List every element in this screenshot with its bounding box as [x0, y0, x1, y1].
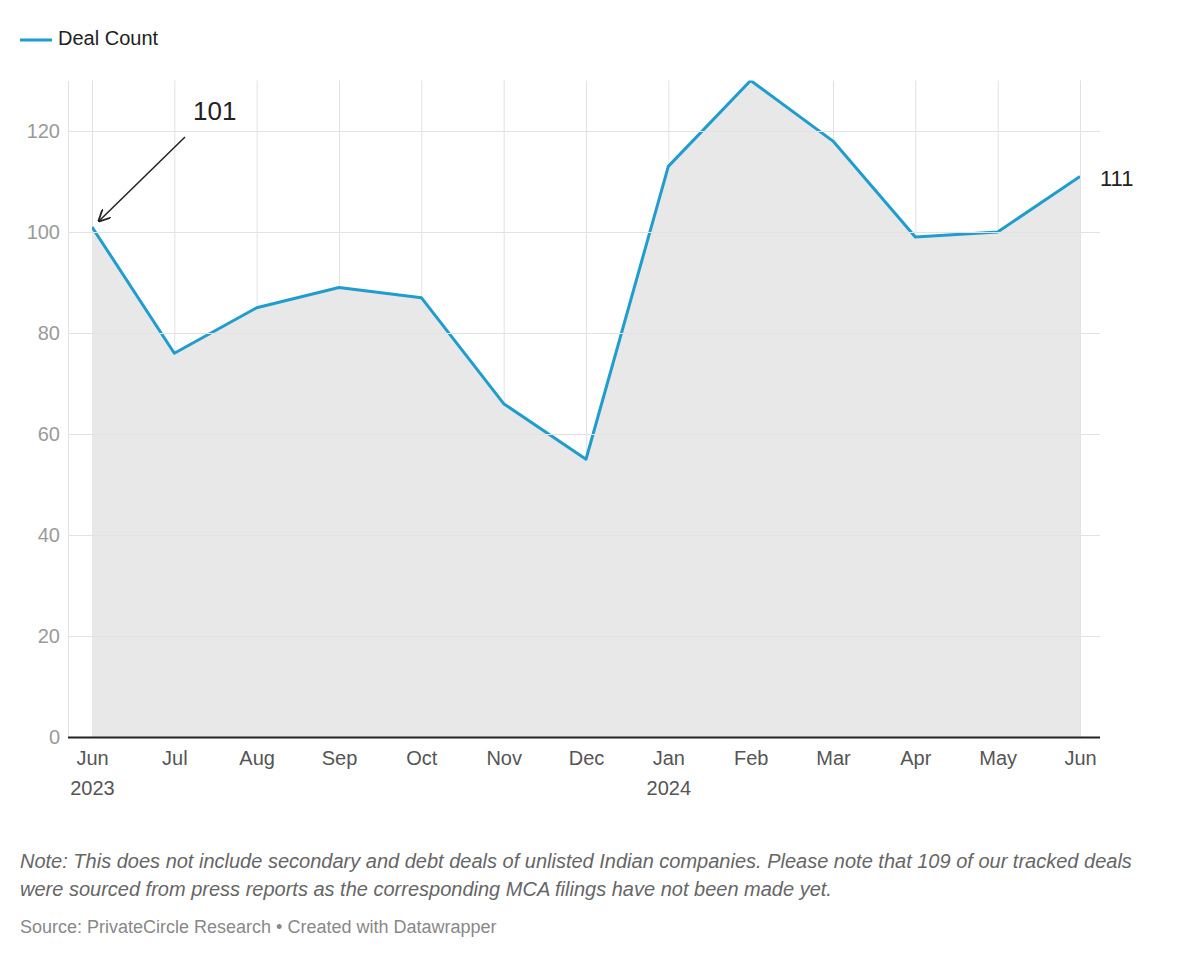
x-tick-label-part: Jan	[653, 747, 685, 769]
x-tick-label: Oct	[406, 747, 438, 769]
x-tick-label: Aug	[239, 747, 275, 769]
area	[92, 81, 1080, 738]
y-grid-line	[68, 333, 1100, 334]
x-tick-label-part: 2023	[70, 777, 115, 799]
y-grid-line	[68, 434, 1100, 435]
x-tick-label-part: Mar	[816, 747, 851, 769]
y-tick: 120	[27, 120, 1100, 142]
y-tick-label: 80	[38, 322, 60, 344]
x-tick-label: Sep	[322, 747, 358, 769]
x-tick-label-part: Jun	[1064, 747, 1096, 769]
x-tick-label-part: 2024	[647, 777, 692, 799]
x-axis: Jun 2023 Jul Aug Sep Oct Nov Dec Jan 2024 Feb Mar Ap…	[70, 81, 1096, 800]
x-tick-label: May	[979, 747, 1017, 769]
x-tick-label: Jan 2024	[647, 747, 692, 799]
annotation: 101	[193, 96, 236, 126]
y-axis-line	[68, 81, 69, 738]
y-tick-label: 100	[27, 221, 60, 243]
x-tick-label: Feb	[734, 747, 768, 769]
x-tick-label-part: Oct	[406, 747, 438, 769]
x-tick-label: Apr	[900, 747, 931, 769]
x-tick-label-part: Nov	[486, 747, 522, 769]
x-tick-label: Jul	[162, 747, 188, 769]
line	[92, 81, 1080, 460]
legend: Deal Count	[20, 27, 159, 49]
x-tick-label: Jun 2023	[70, 747, 115, 799]
x-tick-label: Nov	[486, 747, 522, 769]
x-tick-label-part: May	[979, 747, 1017, 769]
y-tick-label: 60	[38, 423, 60, 445]
y-grid-line	[68, 737, 1100, 739]
note-line: were sourced from press reports as the c…	[20, 878, 832, 900]
annotation: 111	[1100, 166, 1133, 191]
plot-area	[92, 81, 1080, 738]
x-tick-label: Mar	[816, 747, 851, 769]
y-tick-label: 20	[38, 625, 60, 647]
x-tick-label-part: Aug	[239, 747, 275, 769]
y-tick-label: 0	[49, 726, 60, 748]
y-tick: 80	[38, 322, 1100, 344]
legend-swatch	[20, 39, 52, 42]
note-line: Note: This does not include secondary an…	[20, 850, 1132, 872]
x-grid-line	[1080, 81, 1081, 738]
y-tick: 40	[38, 524, 1100, 546]
y-tick: 20	[38, 625, 1100, 647]
y-axis: 120 100 80 60 40 20 0	[27, 81, 1100, 748]
x-tick-label-part: Jul	[162, 747, 188, 769]
annotations: 101 111	[99, 96, 1133, 221]
annotation-arrow	[99, 137, 185, 221]
x-tick-label-part: Dec	[569, 747, 605, 769]
y-tick: 100	[27, 221, 1100, 243]
y-grid-line	[68, 131, 1100, 132]
x-tick-label-part: Apr	[900, 747, 931, 769]
y-grid-line	[68, 535, 1100, 536]
x-tick-label-part: Jun	[76, 747, 108, 769]
x-tick-label: Jun	[1064, 747, 1096, 769]
source: Source: PrivateCircle Research • Created…	[20, 917, 497, 937]
note: Note: This does not include secondary an…	[20, 850, 1132, 900]
y-tick: 60	[38, 423, 1100, 445]
legend-label: Deal Count	[58, 27, 159, 49]
x-tick-label-part: Sep	[322, 747, 358, 769]
y-tick-label: 120	[27, 120, 60, 142]
x-tick-label-part: Feb	[734, 747, 768, 769]
chart: Jun 2023 Jul Aug Sep Oct Nov Dec Jan 2024 Feb Mar Ap…	[0, 0, 1180, 960]
y-tick: 0	[49, 726, 1100, 748]
y-grid-line	[68, 636, 1100, 637]
x-tick-label: Dec	[569, 747, 605, 769]
y-grid-line	[68, 232, 1100, 233]
y-tick-label: 40	[38, 524, 60, 546]
